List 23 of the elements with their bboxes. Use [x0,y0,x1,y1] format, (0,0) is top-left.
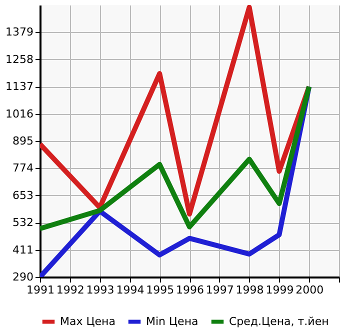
y-tick-label: 774 [12,162,34,175]
x-tick-label: 1996 [176,284,204,296]
x-tick-label: 1999 [266,284,294,296]
x-tick-label: 1998 [236,284,264,296]
x-tick-label: 2000 [296,284,324,296]
y-tick-label: 290 [12,270,34,284]
x-tick-label: 1991 [26,284,54,296]
x-tick-label: 1993 [86,284,114,296]
legend-label: Сред.Цена, т.йен [229,314,329,328]
x-tick-label: 1992 [56,284,84,296]
y-tick-label: 1016 [6,107,34,120]
y-tick-label: 532 [12,216,34,230]
y-tick-label: 1137 [6,80,34,94]
x-tick-label: 1995 [146,284,174,296]
y-tick-label: 895 [12,134,34,148]
x-tick-label: 1994 [116,284,144,296]
y-tick-label: 1379 [6,26,34,39]
legend-label: Max Цена [60,314,116,328]
legend-label: Min Цена [146,314,198,328]
y-tick-label: 1258 [6,52,34,66]
x-tick-label: 1997 [206,284,234,296]
y-tick-label: 653 [12,188,34,202]
y-tick-label: 411 [12,243,34,256]
